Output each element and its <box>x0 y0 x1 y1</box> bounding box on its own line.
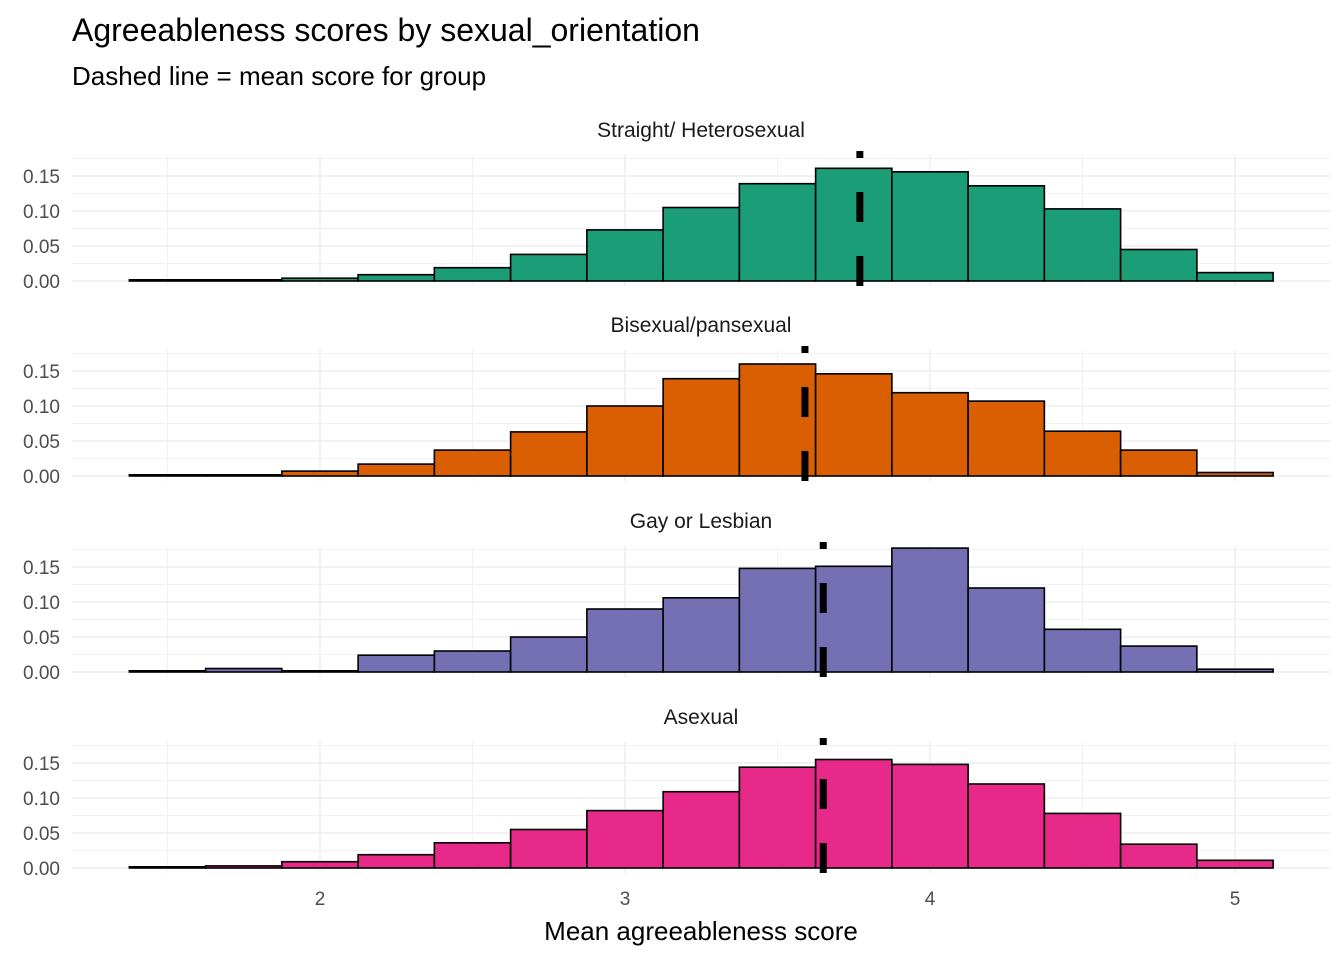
histogram-bar <box>586 809 664 869</box>
x-tick-label: 3 <box>620 889 631 910</box>
histogram-bar <box>128 473 207 477</box>
histogram-bar <box>814 565 893 673</box>
histogram-bar <box>204 278 283 282</box>
histogram-bar <box>357 853 436 869</box>
histogram-bar <box>738 182 817 282</box>
facet-panel: 0.00 0.05 0.10 0.15 Straight/ Heterosexual <box>23 119 1330 293</box>
facet-strip-label: Straight/ Heterosexual <box>597 119 805 142</box>
histogram-bar <box>967 400 1046 477</box>
y-tick-label: 0.10 <box>23 593 60 614</box>
histogram-bar <box>891 391 969 477</box>
histogram-bar <box>357 463 436 477</box>
histogram-bar <box>1043 430 1122 477</box>
histogram-bar <box>814 372 893 477</box>
x-tick-label: 4 <box>925 889 936 910</box>
histogram-bar <box>662 377 741 477</box>
histogram-bar <box>204 473 283 477</box>
histogram-bar <box>1119 449 1198 477</box>
histogram-bar <box>662 790 741 869</box>
histogram-bar <box>586 608 664 673</box>
histogram-bar <box>1119 645 1198 673</box>
histogram-bar <box>1043 812 1122 869</box>
histogram-bar <box>1043 208 1122 282</box>
y-tick-label: 0.10 <box>23 202 60 223</box>
histogram-bar <box>509 431 588 477</box>
histogram-bar <box>204 667 283 673</box>
y-tick-label: 0.00 <box>23 272 60 293</box>
x-axis-label: Mean agreeableness score <box>544 916 858 946</box>
histogram-bar <box>1196 668 1274 673</box>
histogram-bar <box>281 669 359 673</box>
facet-panel: 0.00 0.05 0.10 0.15 Asexual <box>23 706 1330 880</box>
x-tick-label: 5 <box>1230 889 1241 910</box>
y-tick-label: 0.15 <box>23 558 60 579</box>
histogram-bar <box>967 783 1046 869</box>
y-tick-label: 0.00 <box>23 859 60 880</box>
facet-panel: 0.00 0.05 0.10 0.15 Bisexual/pansexual <box>23 314 1330 488</box>
facet-strip-label: Gay or Lesbian <box>630 510 772 533</box>
y-tick-label: 0.05 <box>23 628 60 649</box>
histogram-bar <box>1196 471 1274 477</box>
chart-title: Agreeableness scores by sexual_orientati… <box>72 12 700 48</box>
histogram-bar <box>814 758 893 869</box>
y-tick-label: 0.10 <box>23 397 60 418</box>
histogram-bar <box>281 470 359 477</box>
histogram-bar <box>738 766 817 869</box>
y-tick-label: 0.15 <box>23 754 60 775</box>
histogram-bar <box>662 596 741 673</box>
histogram-bar <box>891 171 969 282</box>
histogram-bar <box>1043 628 1122 673</box>
histogram-bar <box>357 654 436 673</box>
histogram-bar <box>738 567 817 673</box>
y-tick-label: 0.10 <box>23 789 60 810</box>
facet-panel: 0.00 0.05 0.10 0.15 Gay or Lesbian <box>23 510 1330 684</box>
histogram-bar <box>281 860 359 869</box>
histogram-bar <box>586 405 664 477</box>
histogram-bar <box>891 763 969 869</box>
y-tick-label: 0.05 <box>23 237 60 258</box>
histogram-bar <box>433 449 512 477</box>
histogram-bar <box>433 841 512 869</box>
histogram-bar <box>1196 859 1274 869</box>
histogram-bar <box>967 587 1046 673</box>
x-tick-label: 2 <box>315 889 326 910</box>
facet-strip-label: Bisexual/pansexual <box>611 314 792 337</box>
histogram-bar <box>357 273 436 282</box>
histogram-bar <box>662 206 741 282</box>
histogram-bar <box>204 865 283 869</box>
histogram-bar <box>1119 843 1198 869</box>
histogram-bar <box>128 278 207 282</box>
histogram-bar <box>509 828 588 869</box>
histogram-bar <box>1196 271 1274 282</box>
histogram-bar <box>128 669 207 673</box>
histogram-bar <box>814 167 893 282</box>
histogram-bar <box>509 636 588 673</box>
histogram-bar <box>1119 248 1198 282</box>
histogram-bar <box>433 650 512 673</box>
histogram-bar <box>891 547 969 673</box>
x-axis: 2 3 4 5 <box>315 889 1241 910</box>
y-tick-label: 0.15 <box>23 167 60 188</box>
histogram-bar <box>967 185 1046 282</box>
histogram-bar <box>128 865 207 869</box>
histogram-bar <box>586 229 664 282</box>
y-tick-label: 0.05 <box>23 432 60 453</box>
y-tick-label: 0.00 <box>23 467 60 488</box>
y-tick-label: 0.15 <box>23 362 60 383</box>
facet-strip-label: Asexual <box>664 706 739 729</box>
histogram-bar <box>509 253 588 282</box>
y-tick-label: 0.05 <box>23 824 60 845</box>
histogram-bar <box>281 277 359 282</box>
chart-subtitle: Dashed line = mean score for group <box>72 61 486 91</box>
histogram-bar <box>433 266 512 282</box>
y-tick-label: 0.00 <box>23 663 60 684</box>
